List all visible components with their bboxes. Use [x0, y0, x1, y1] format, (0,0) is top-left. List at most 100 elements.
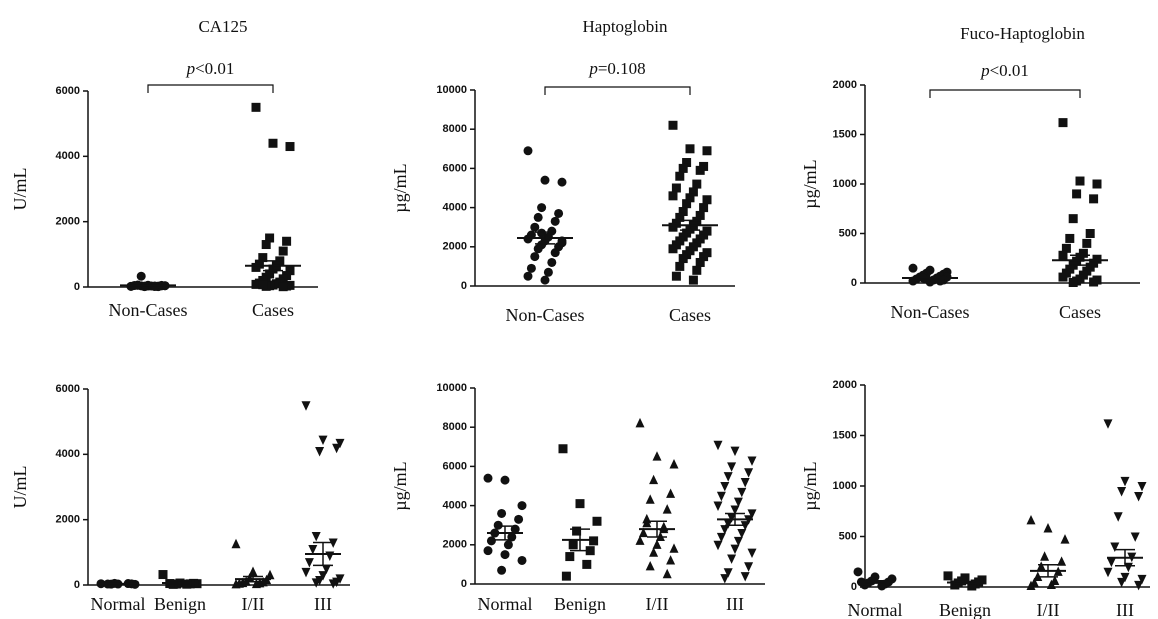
data-point: [695, 165, 705, 175]
error-bar: [1070, 254, 1090, 266]
data-point: [671, 271, 681, 281]
data-point: [315, 447, 325, 457]
data-point: [1110, 542, 1120, 552]
data-point: [557, 177, 567, 187]
data-point: [716, 532, 726, 543]
y-tick-label: 4000: [443, 202, 467, 214]
data-point: [550, 248, 560, 258]
y-tick-label: 2000: [56, 514, 80, 526]
y-tick-label: 10000: [436, 382, 467, 394]
data-point: [730, 544, 740, 555]
data-point: [497, 565, 507, 575]
data-point: [635, 535, 645, 545]
data-point: [561, 571, 571, 581]
data-point: [662, 568, 672, 579]
data-point: [540, 175, 550, 185]
error-bar: [955, 580, 975, 585]
data-point: [136, 271, 146, 281]
panel: CA125 U/mL 0 2000 4000 6000 Non-Cases Cases p<0.…: [10, 17, 318, 320]
data-point: [537, 228, 547, 238]
data-point: [1058, 118, 1068, 128]
chart-title: CA125: [198, 17, 247, 36]
panel: U/mL 0 2000 4000 6000 Normal Benign I/II III: [10, 383, 350, 614]
x-tick-label: III: [314, 594, 332, 614]
data-point: [950, 580, 960, 590]
panel: µg/mL 0 2000 4000 6000 8000 10000 Normal Benign I…: [390, 382, 765, 614]
data-point: [158, 570, 168, 580]
data-point: [332, 443, 342, 454]
data-point: [318, 571, 328, 581]
y-tick-label: 8000: [443, 123, 467, 135]
error-bar: [570, 528, 590, 552]
data-point: [727, 554, 737, 564]
significance-bracket: [929, 89, 1081, 98]
data-point: [737, 487, 747, 498]
data-point: [1092, 179, 1102, 189]
data-point: [853, 567, 863, 577]
data-point: [645, 494, 655, 504]
y-tick-label: 1000: [833, 480, 857, 492]
data-point: [675, 171, 685, 181]
data-point: [321, 564, 331, 575]
data-point: [635, 417, 645, 428]
data-point: [318, 435, 328, 446]
x-tick-label: Normal: [848, 600, 903, 619]
data-point: [1060, 534, 1070, 544]
data-point: [669, 543, 679, 553]
error-bar: [865, 579, 885, 584]
data-point: [585, 546, 595, 556]
data-point: [737, 528, 747, 539]
data-point: [278, 246, 288, 256]
y-axis-label: µg/mL: [390, 163, 410, 212]
data-point: [575, 499, 585, 509]
data-point: [720, 574, 730, 584]
data-point: [251, 578, 261, 589]
data-point: [497, 508, 507, 518]
data-point: [328, 579, 338, 589]
data-point: [688, 275, 698, 285]
data-point: [685, 193, 695, 203]
x-tick-label: III: [726, 594, 744, 614]
data-point: [678, 254, 688, 264]
y-tick-label: 500: [839, 227, 857, 239]
data-point: [514, 514, 524, 524]
data-point: [692, 265, 702, 275]
data-point: [1113, 512, 1123, 522]
data-point: [678, 163, 688, 173]
y-tick-label: 2000: [56, 216, 80, 228]
data-point: [285, 266, 295, 276]
data-point: [1026, 580, 1036, 591]
data-point: [908, 263, 918, 273]
data-point: [695, 257, 705, 267]
data-point: [554, 208, 564, 218]
data-point: [572, 526, 582, 536]
data-point: [720, 481, 730, 492]
p-value: p=0.108: [588, 59, 645, 78]
error-bar: [263, 260, 283, 272]
data-point: [547, 257, 557, 267]
x-tick-label: Normal: [478, 594, 533, 614]
y-tick-label: 8000: [443, 421, 467, 433]
y-tick-label: 10000: [436, 84, 467, 96]
x-tick-label: I/II: [242, 594, 265, 614]
data-point: [1058, 250, 1068, 260]
data-point: [1058, 272, 1068, 282]
data-point: [568, 540, 578, 550]
x-tick-label: Benign: [939, 600, 991, 619]
data-point: [558, 444, 568, 454]
y-tick-label: 4000: [56, 448, 80, 460]
data-point: [943, 571, 953, 581]
error-bar: [495, 525, 515, 541]
data-point: [744, 562, 754, 572]
data-point: [1043, 523, 1053, 533]
data-point: [652, 539, 662, 549]
data-point: [311, 531, 321, 542]
data-point: [669, 459, 679, 469]
y-axis-label: µg/mL: [390, 461, 410, 510]
data-point: [682, 199, 692, 209]
significance-bracket: [544, 86, 691, 95]
data-point: [251, 279, 261, 289]
data-point: [713, 501, 723, 511]
x-tick-label: Benign: [554, 594, 606, 614]
y-tick-label: 1500: [833, 429, 857, 441]
